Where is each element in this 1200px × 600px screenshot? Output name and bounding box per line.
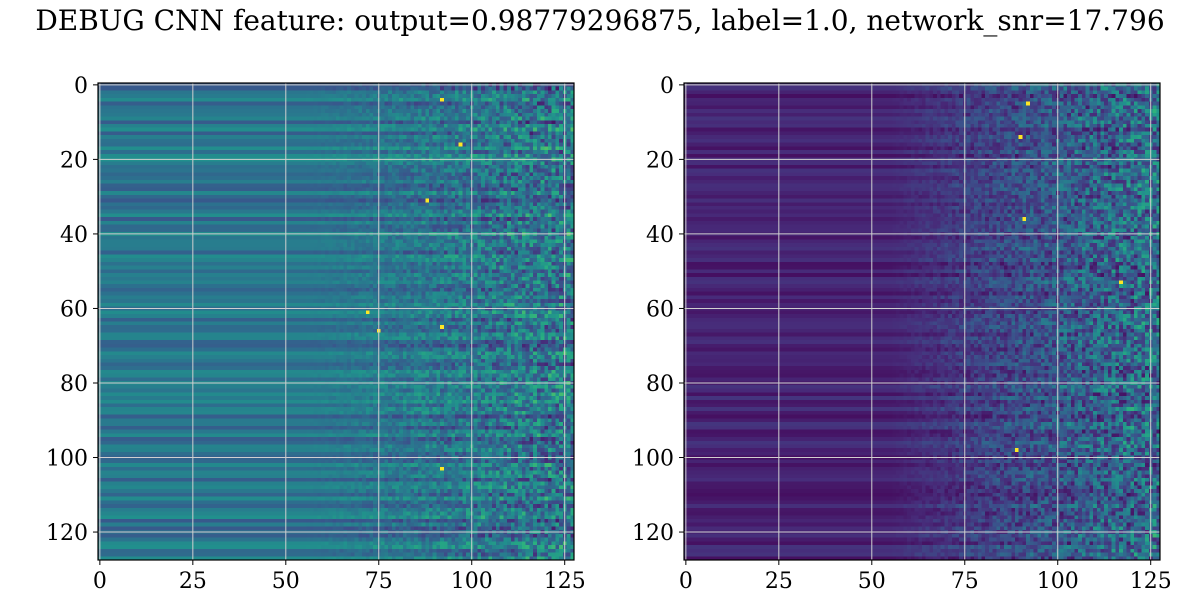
x-tick-label: 100 — [451, 569, 493, 594]
y-tick-label: 80 — [60, 372, 88, 397]
heatmap-image-2 — [684, 83, 1160, 560]
x-tick-label: 50 — [858, 569, 886, 594]
y-tick-label: 40 — [60, 223, 88, 248]
x-tick-label: 50 — [272, 569, 300, 594]
x-tick-label: 100 — [1037, 569, 1079, 594]
y-tick-label: 60 — [646, 297, 674, 322]
x-tick-label: 0 — [93, 569, 107, 594]
y-tick-label: 60 — [60, 297, 88, 322]
x-tick-label: 125 — [1130, 569, 1172, 594]
y-tick-label: 120 — [46, 521, 88, 546]
y-tick-label: 120 — [632, 521, 674, 546]
y-tick-label: 80 — [646, 372, 674, 397]
y-tick-label: 100 — [46, 447, 88, 472]
figure-title: DEBUG CNN feature: output=0.98779296875,… — [35, 4, 1165, 37]
y-tick-label: 20 — [60, 148, 88, 173]
y-tick-label: 20 — [646, 148, 674, 173]
x-tick-label: 75 — [951, 569, 979, 594]
x-tick-label: 125 — [544, 569, 586, 594]
y-tick-label: 0 — [74, 74, 88, 99]
x-tick-label: 25 — [765, 569, 793, 594]
y-tick-label: 0 — [660, 74, 674, 99]
x-tick-label: 0 — [679, 569, 693, 594]
x-tick-label: 25 — [179, 569, 207, 594]
x-tick-label: 75 — [365, 569, 393, 594]
axes-frame-2 — [683, 82, 1161, 561]
y-tick-label: 40 — [646, 223, 674, 248]
heatmap-image-1 — [98, 83, 574, 560]
axes-frame-1 — [97, 82, 575, 561]
y-tick-label: 100 — [632, 447, 674, 472]
